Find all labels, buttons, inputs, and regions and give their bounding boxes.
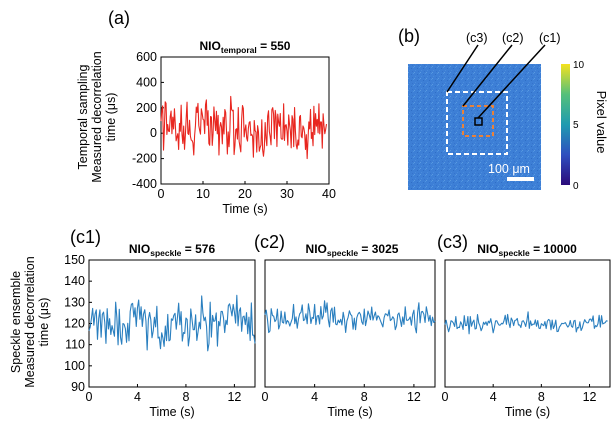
panel-label-c1: (c1) — [70, 227, 101, 247]
top-ylabel-line3: time (μs) — [104, 93, 118, 142]
chart-speckle-3025: 0 4 8 12 Time (s) NIOspeckle = 3025 — [262, 242, 436, 419]
pointer-c1 — [477, 44, 546, 119]
colorbar-tick-top: 10 — [573, 60, 585, 71]
roi-label-c2: (c2) — [502, 31, 524, 45]
top-ylabel-line1: Temporal sampling — [76, 65, 90, 170]
x-axis-label: Time (s) — [222, 202, 267, 216]
x-tick-label: 4 — [490, 390, 497, 404]
panel-label-c3: (c3) — [437, 232, 468, 252]
roi-label-c3: (c3) — [466, 31, 488, 45]
bottom-ylabel: Speckle ensemble Measured decorrelation … — [9, 256, 51, 387]
y-tick-label: -400 — [132, 177, 157, 191]
bottom-ylabel-line2: Measured decorrelation — [23, 256, 37, 387]
colorbar-tick-bottom: 0 — [573, 181, 579, 192]
y-tick-label: 140 — [64, 274, 85, 288]
chart-title: NIOtemporal = 550 — [200, 39, 291, 55]
x-tick-label: 4 — [134, 390, 141, 404]
x-axis-label: Time (s) — [149, 405, 194, 419]
y-tick-label: -200 — [132, 152, 157, 166]
pointer-c3 — [446, 44, 479, 93]
series-line — [444, 311, 608, 335]
top-ylabel: Temporal sampling Measured decorrelation… — [76, 51, 118, 182]
panel-label-c2: (c2) — [254, 232, 285, 252]
plot-frame — [264, 259, 436, 388]
colorbar: 10 5 0 Pixel value — [561, 60, 609, 192]
x-tick-label: 8 — [182, 390, 189, 404]
x-tick-label: 30 — [280, 187, 294, 201]
speckle-map — [408, 64, 541, 190]
panel-label-a: (a) — [108, 8, 130, 28]
x-tick-label: 8 — [538, 390, 545, 404]
bottom-ylabel-line1: Speckle ensemble — [9, 271, 23, 373]
x-tick-label: 0 — [262, 390, 269, 404]
chart-speckle-10000: 0 4 8 12 Time (s) NIOspeckle = 10000 — [442, 242, 611, 419]
chart-title: NIOspeckle = 10000 — [477, 242, 577, 258]
pointer-c2 — [462, 44, 513, 107]
speckle-image-panel: (c3) (c2) (c1) 100 μm — [408, 31, 561, 190]
plot-frame — [88, 259, 256, 388]
x-tick-label: 40 — [322, 187, 336, 201]
roi-label-c1: (c1) — [539, 31, 561, 45]
panel-label-b: (b) — [398, 26, 420, 46]
y-tick-label: 100 — [64, 359, 85, 373]
x-tick-label: 12 — [583, 390, 597, 404]
top-ylabel-line2: Measured decorrelation — [90, 51, 104, 182]
chart-title: NIOspeckle = 3025 — [306, 242, 399, 258]
x-tick-label: 12 — [407, 390, 421, 404]
bottom-ylabel-line3: time (μs) — [37, 298, 51, 347]
y-tick-label: 150 — [64, 253, 85, 267]
colorbar-label: Pixel value — [594, 91, 609, 154]
roi-c3-box — [446, 91, 508, 155]
x-tick-label: 0 — [158, 187, 165, 201]
y-tick-label: 110 — [65, 338, 85, 352]
series-line — [264, 300, 436, 334]
chart-speckle-576: 0 4 8 12 150 140 130 120 110 100 90 Time (s) NIOspec… — [64, 242, 256, 419]
x-tick-label: 8 — [361, 390, 368, 404]
x-tick-label: 0 — [86, 390, 93, 404]
y-tick-label: 120 — [64, 317, 85, 331]
scalebar — [507, 177, 534, 181]
chart-title: NIOspeckle = 576 — [129, 242, 216, 258]
x-tick-label: 4 — [311, 390, 318, 404]
colorbar-tick-mid: 5 — [573, 120, 579, 131]
roi-c2-box — [462, 105, 494, 137]
scalebar-label: 100 μm — [488, 162, 530, 176]
y-tick-label: 90 — [71, 380, 85, 394]
y-tick-label: 0 — [150, 126, 157, 140]
y-tick-label: 600 — [136, 50, 157, 64]
y-tick-label: 400 — [136, 75, 157, 89]
x-axis-label: Time (s) — [327, 405, 372, 419]
x-tick-label: 20 — [238, 187, 252, 201]
y-tick-label: 200 — [136, 101, 157, 115]
colorbar-gradient — [561, 64, 570, 185]
x-tick-label: 10 — [196, 187, 210, 201]
series-line — [88, 294, 256, 352]
series-line — [160, 95, 328, 160]
x-tick-label: 0 — [442, 390, 449, 404]
x-tick-label: 12 — [227, 390, 241, 404]
chart-temporal: 0 10 20 30 40 600 400 200 0 -200 -400 Time (s) NIOte… — [132, 39, 336, 216]
x-axis-label: Time (s) — [505, 405, 550, 419]
y-tick-label: 130 — [64, 295, 85, 309]
